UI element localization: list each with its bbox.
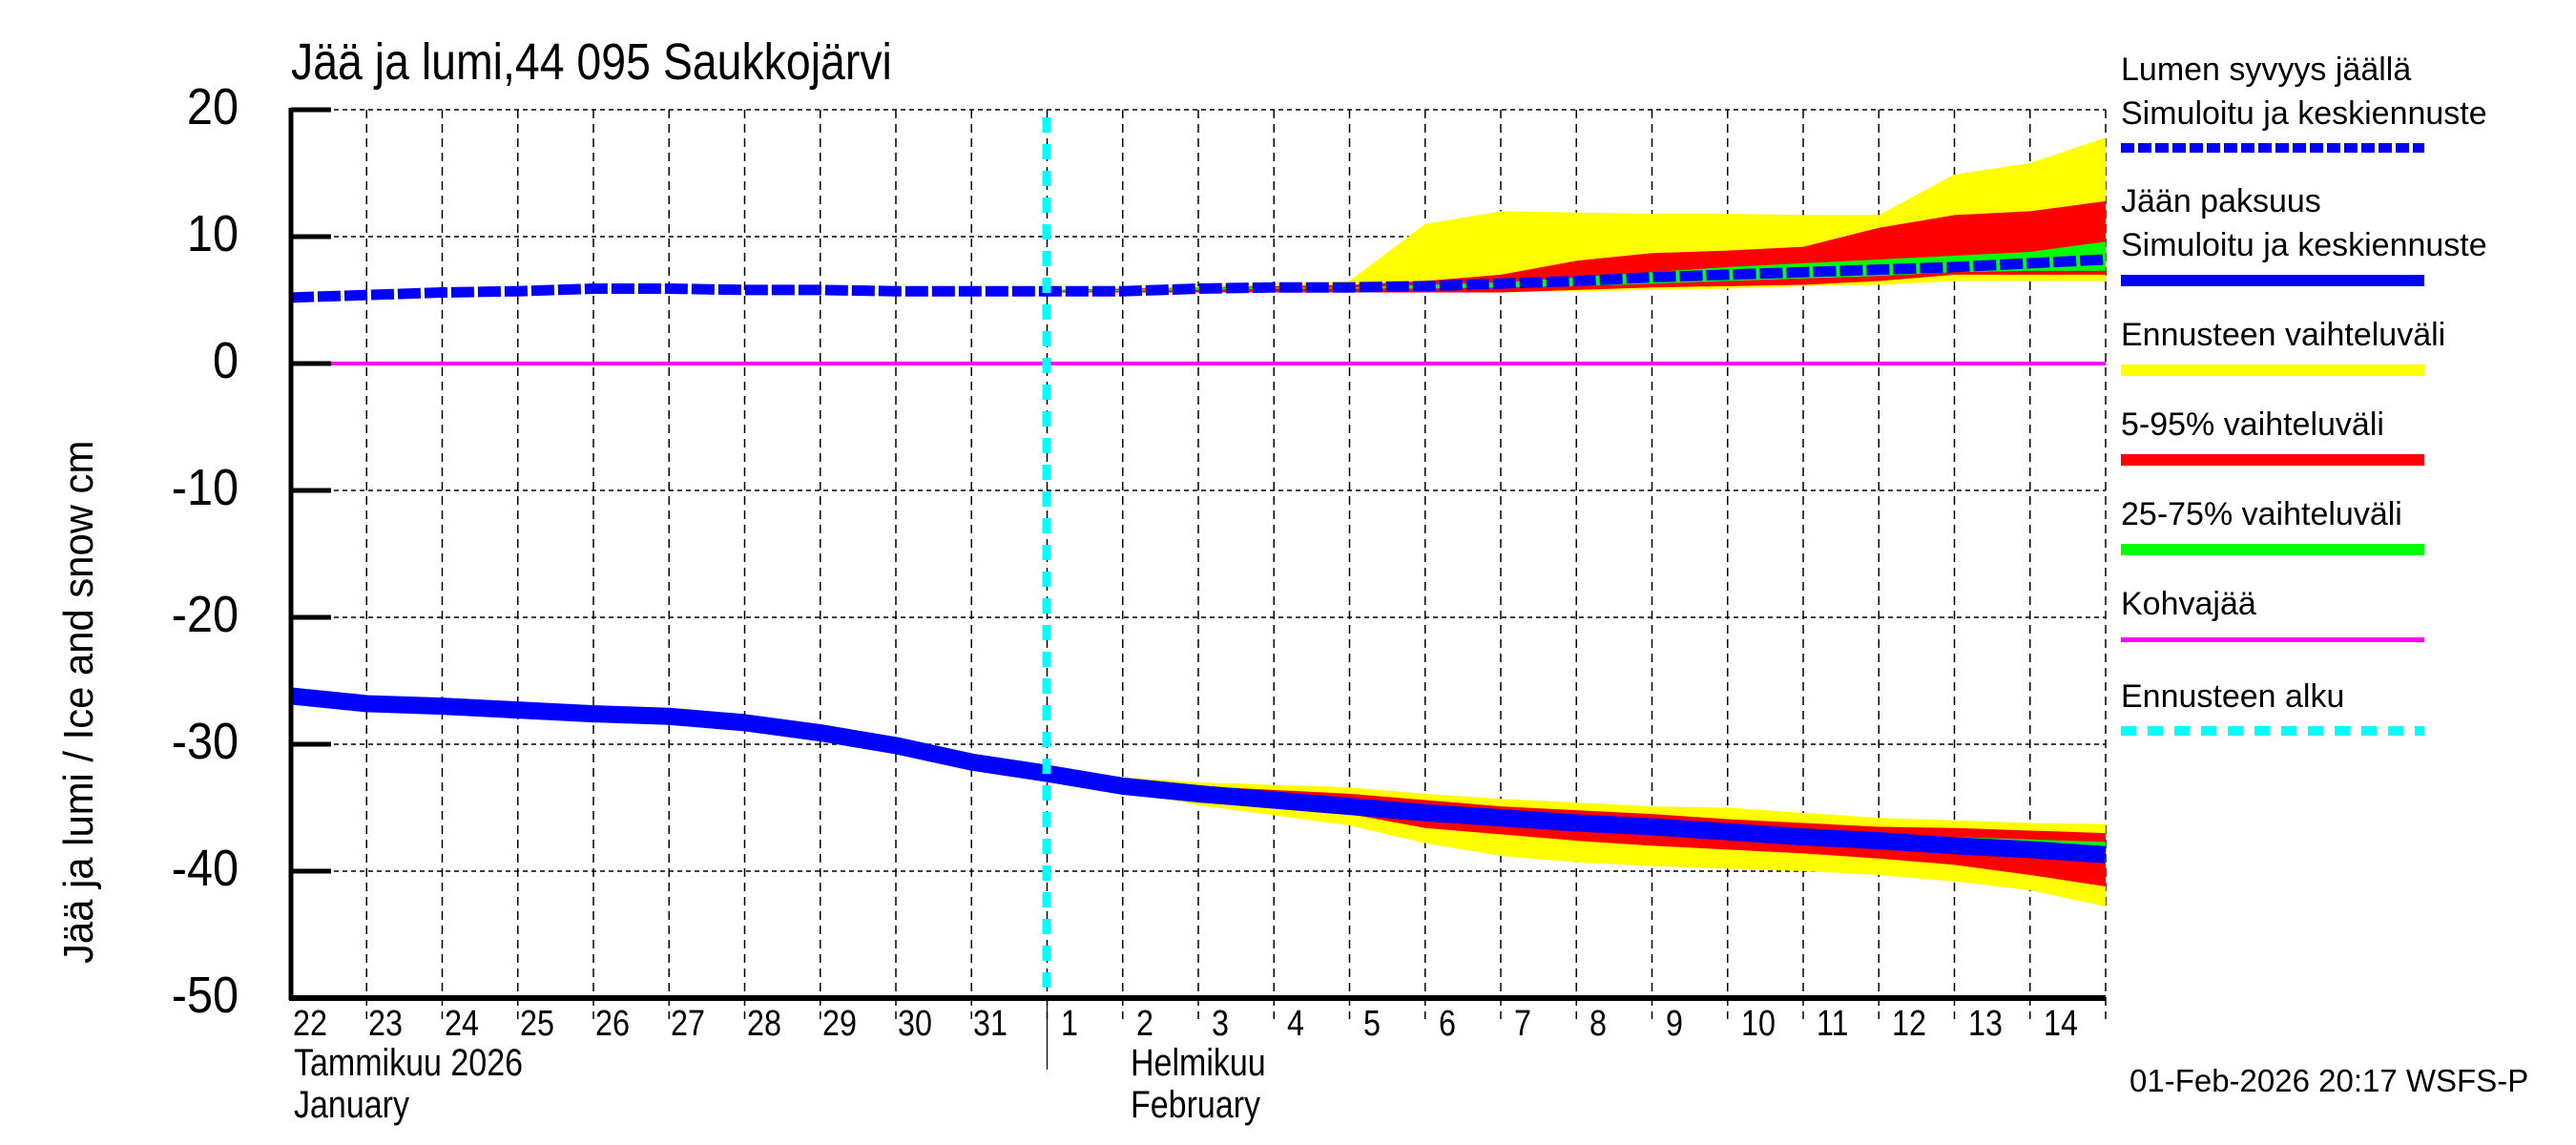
legend-item-forecast-range: Ennusteen vaihteluväli	[2121, 313, 2560, 376]
legend-swatch-cyan-dotted	[2121, 726, 2424, 736]
legend-swatch-green	[2121, 544, 2424, 555]
legend-swatch-yellow	[2121, 364, 2424, 376]
legend-swatch-magenta	[2121, 637, 2424, 642]
legend-label: 5-95% vaihteluväli	[2121, 406, 2384, 443]
x-tick-label: 8	[1589, 1004, 1608, 1044]
x-tick-label: 2	[1135, 1004, 1153, 1044]
x-tick-label: 26	[595, 1004, 630, 1044]
x-tick-label: 12	[1892, 1004, 1927, 1044]
x-tick-label: 24	[444, 1004, 479, 1044]
x-tick-label: 13	[1967, 1004, 2003, 1044]
month-label-february-en: February	[1131, 1084, 1261, 1126]
legend-item-25-75-range: 25-75% vaihteluväli	[2121, 492, 2560, 555]
x-tick-label: 5	[1362, 1004, 1381, 1044]
x-tick-label: 23	[368, 1004, 404, 1044]
legend-sublabel: Simuloitu ja keskiennuste	[2121, 227, 2487, 263]
x-tick-label: 30	[898, 1004, 932, 1044]
chart-title: Jää ja lumi,44 095 Saukkojärvi	[291, 33, 892, 91]
x-tick-label: 10	[1740, 1004, 1776, 1044]
legend-item-ice-thickness: Jään paksuus Simuloitu ja keskiennuste	[2121, 179, 2560, 286]
x-tick-label: 11	[1817, 1004, 1849, 1044]
data-lines	[290, 117, 2107, 994]
month-label-february-fi: Helmikuu	[1131, 1042, 1266, 1084]
y-tick-label: -20	[171, 586, 239, 643]
timestamp: 01-Feb-2026 20:17 WSFS-P	[2129, 1063, 2529, 1098]
x-tick-label: 4	[1287, 1004, 1305, 1044]
x-tick-label: 29	[821, 1004, 857, 1044]
legend-item-5-95-range: 5-95% vaihteluväli	[2121, 403, 2560, 466]
legend-swatch-dashed-blue	[2121, 143, 2424, 153]
y-axis-label: Jää ja lumi / Ice and snow cm	[55, 440, 102, 964]
x-tick-label: 9	[1665, 1004, 1683, 1044]
y-tick-label: 20	[186, 78, 239, 135]
x-tick-label: 27	[671, 1004, 706, 1044]
legend-item-kohvajaa: Kohvajää	[2121, 582, 2560, 642]
ice-thickness-line	[290, 687, 2107, 864]
x-tick-label: 25	[519, 1004, 554, 1044]
y-tick-label: 0	[212, 332, 239, 389]
legend-swatch-red	[2121, 454, 2424, 466]
legend-label: Ennusteen vaihteluväli	[2121, 317, 2446, 353]
x-tick-label: 22	[293, 1004, 327, 1044]
x-tick-label: 7	[1514, 1004, 1531, 1044]
legend-sublabel: Simuloitu ja keskiennuste	[2121, 95, 2487, 132]
y-tick-label: -50	[171, 967, 239, 1024]
legend-label: Jään paksuus	[2121, 183, 2321, 219]
x-tick-label: 31	[973, 1004, 1008, 1044]
month-label-january-fi: Tammikuu 2026	[294, 1042, 524, 1084]
legend-label: Kohvajää	[2121, 586, 2256, 622]
y-tick-label: 10	[186, 205, 239, 262]
x-tick-label: 14	[2043, 1004, 2078, 1044]
y-tick-label: -30	[171, 713, 239, 770]
x-tick-label: 28	[746, 1004, 781, 1044]
y-tick-label: -40	[171, 840, 239, 897]
x-tick-label: 1	[1060, 1004, 1078, 1044]
y-tick-label: -10	[171, 459, 239, 516]
x-tick-label: 6	[1438, 1004, 1456, 1044]
legend-swatch-solid-blue	[2121, 275, 2424, 286]
legend-label: 25-75% vaihteluväli	[2121, 496, 2402, 532]
legend-item-forecast-start: Ennusteen alku	[2121, 675, 2560, 736]
legend: Lumen syvyys jäällä Simuloitu ja keskien…	[2121, 48, 2560, 762]
snow-depth-line	[290, 254, 2107, 303]
month-label-january-en: January	[294, 1084, 409, 1126]
x-tick-label: 3	[1212, 1004, 1229, 1044]
legend-label: Ennusteen alku	[2121, 678, 2345, 715]
legend-item-snow-depth: Lumen syvyys jäällä Simuloitu ja keskien…	[2121, 48, 2560, 153]
axes	[288, 107, 2106, 1070]
legend-label: Lumen syvyys jäällä	[2121, 52, 2412, 88]
